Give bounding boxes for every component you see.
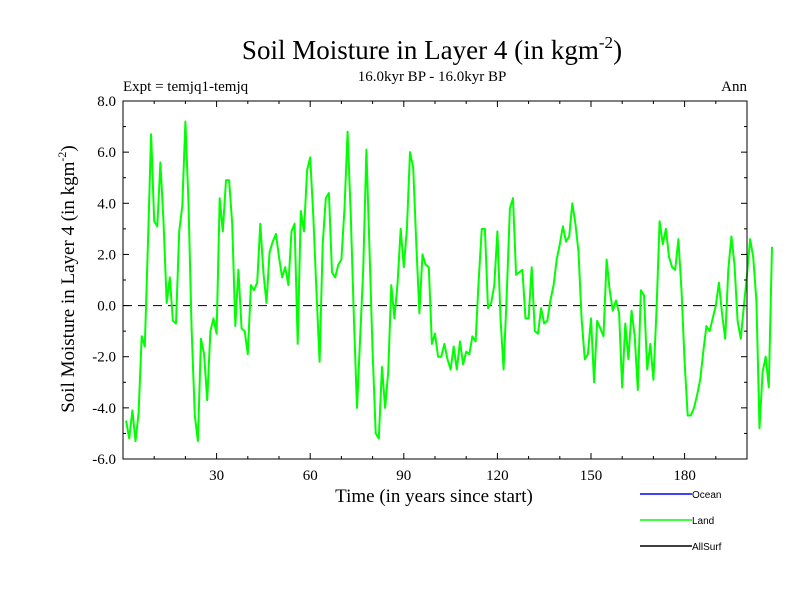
- x-tick-label: 60: [303, 468, 318, 484]
- season-label: Ann: [721, 79, 747, 95]
- y-tick-label: 2.0: [97, 247, 116, 263]
- x-tick-label: 120: [486, 468, 509, 484]
- chart-title-close: ): [613, 35, 622, 65]
- y-tick-label: -6.0: [92, 452, 116, 468]
- chart-title-main: Soil Moisture in Layer 4 (in kgm: [242, 35, 599, 65]
- chart-title-superscript: -2: [599, 33, 613, 52]
- chart-subtitle: 16.0kyr BP - 16.0kyr BP: [358, 69, 507, 85]
- series-line-land: [125, 120, 773, 443]
- y-tick-label: -2.0: [92, 350, 116, 366]
- y-axis-label-main: Soil Moisture in Layer 4 (in kgm: [58, 161, 79, 412]
- axes-group: [122, 100, 748, 460]
- x-tick-label: 180: [673, 468, 696, 484]
- y-axis-label: Soil Moisture in Layer 4 (in kgm-2): [55, 145, 79, 413]
- x-axis-label: Time (in years since start): [335, 486, 533, 507]
- legend-label-land: Land: [692, 516, 714, 527]
- legend: Ocean Land AllSurf: [640, 490, 722, 553]
- y-tick-label: 6.0: [97, 145, 116, 161]
- y-tick-label: 4.0: [97, 196, 116, 212]
- legend-label-allsurf: AllSurf: [692, 542, 722, 553]
- experiment-label: Expt = temjq1-temjq: [123, 79, 249, 95]
- x-tick-label: 90: [396, 468, 411, 484]
- series-group: [125, 120, 773, 443]
- y-tick-label: 8.0: [97, 94, 116, 110]
- y-axis-label-close: ): [58, 145, 79, 151]
- x-tick-label: 150: [580, 468, 603, 484]
- legend-label-ocean: Ocean: [692, 490, 721, 501]
- y-tick-label: 0.0: [97, 299, 116, 315]
- y-axis-label-superscript: -2: [55, 152, 69, 162]
- y-ticks-group: -6.0 -4.0 -2.0 0.0 2.0 4.0 6.0 8.0: [92, 94, 747, 468]
- x-ticks-group: 30 60 90 120 150 180: [153, 101, 717, 484]
- plot-frame: [122, 100, 748, 460]
- chart-title: Soil Moisture in Layer 4 (in kgm-2): [242, 33, 622, 65]
- x-tick-label: 30: [209, 468, 224, 484]
- y-tick-label: -4.0: [92, 401, 116, 417]
